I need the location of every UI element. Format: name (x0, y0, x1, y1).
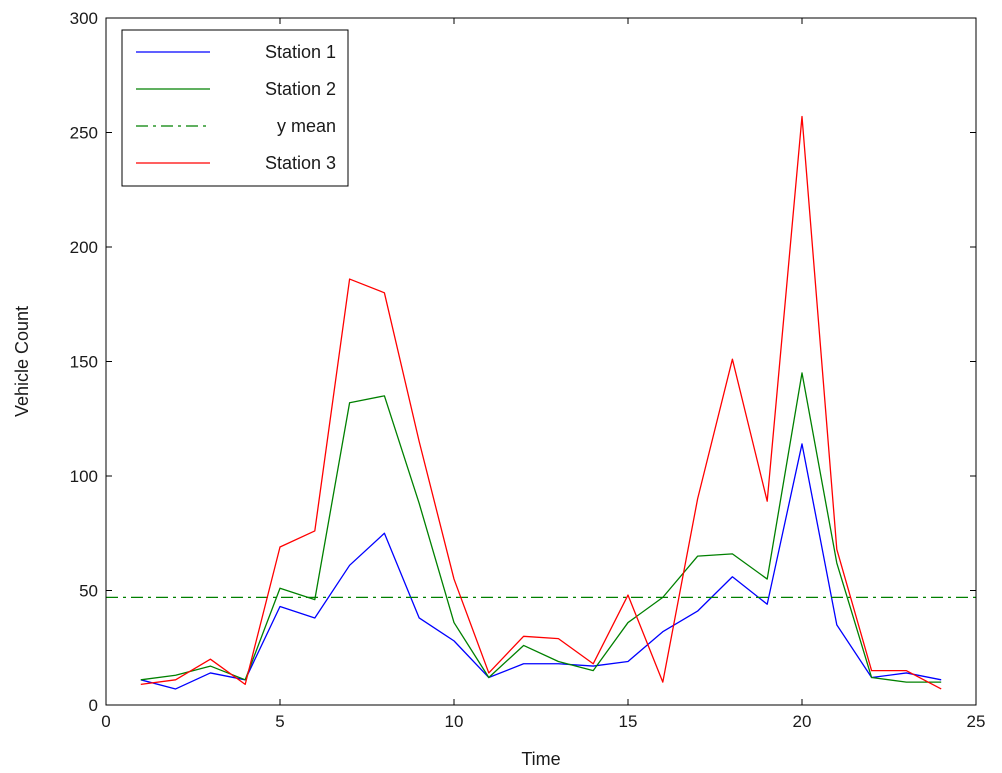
series-line-station-2 (140, 372, 942, 683)
legend-label-station-2: Station 2 (265, 79, 336, 99)
x-axis-label: Time (521, 749, 560, 769)
series-line-station-3 (140, 115, 942, 690)
legend-label-station-3: Station 3 (265, 153, 336, 173)
y-tick-label-200: 200 (70, 238, 98, 257)
legend: Station 1 Station 2 y mean Station 3 (121, 29, 349, 187)
x-tick-label-25: 25 (967, 712, 986, 731)
y-tick-label-150: 150 (70, 353, 98, 372)
x-tick-label-0: 0 (101, 712, 110, 731)
series-line-station-1 (140, 443, 942, 690)
y-tick-label-100: 100 (70, 467, 98, 486)
legend-label-y-mean: y mean (277, 116, 336, 136)
y-axis-label: Vehicle Count (12, 306, 32, 417)
axis-ticks (105, 17, 977, 706)
plot-area (106, 115, 976, 690)
x-tick-label-5: 5 (275, 712, 284, 731)
x-tick-label-20: 20 (793, 712, 812, 731)
y-tick-label-0: 0 (89, 696, 98, 715)
x-tick-label-10: 10 (445, 712, 464, 731)
y-tick-label-300: 300 (70, 9, 98, 28)
legend-box (121, 29, 349, 187)
x-tick-label-15: 15 (619, 712, 638, 731)
y-tick-label-50: 50 (79, 582, 98, 601)
y-tick-label-250: 250 (70, 124, 98, 143)
legend-label-station-1: Station 1 (265, 42, 336, 62)
